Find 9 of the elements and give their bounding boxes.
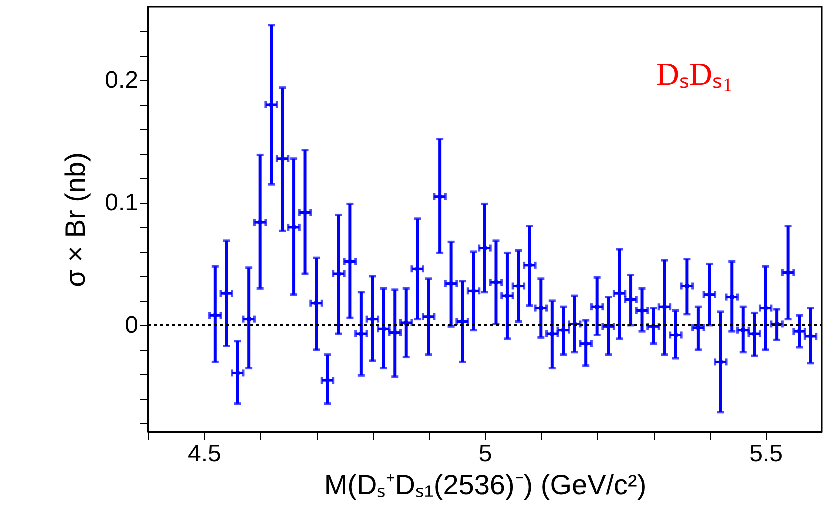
- y-tick-label: 0.1: [105, 189, 138, 216]
- x-tick-label: 4.5: [188, 440, 222, 468]
- x-axis-title: M(Dₛ⁺Dₛ₁(2536)⁻) (GeV/c²): [324, 470, 647, 500]
- x-tick-label: 5: [478, 440, 492, 468]
- x-tick-label: 5.5: [750, 440, 784, 468]
- y-tick-label: 0: [125, 312, 138, 339]
- annotation: DₛDₛ₁: [656, 56, 734, 92]
- y-axis-title: σ × Br (nb): [60, 152, 92, 288]
- y-tick-label: 0.2: [105, 66, 138, 94]
